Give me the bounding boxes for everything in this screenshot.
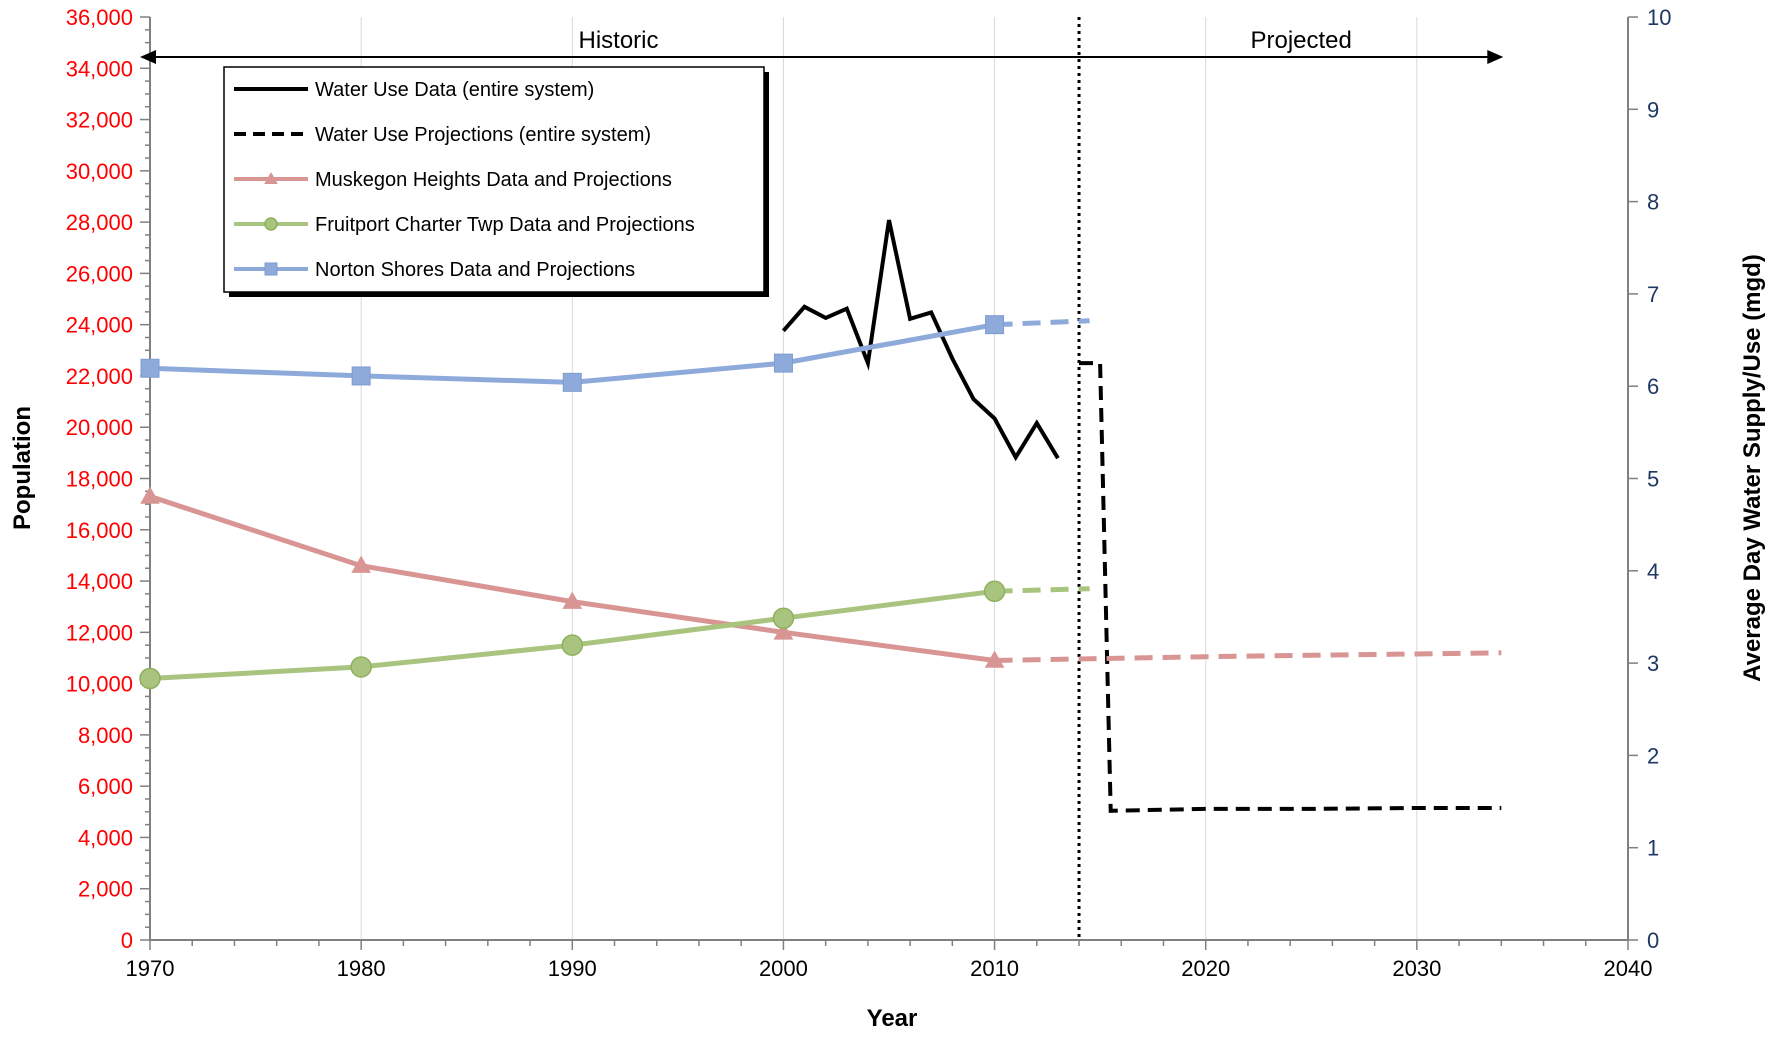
period-label-projected: Projected xyxy=(1250,27,1351,54)
period-label-historic: Historic xyxy=(579,27,659,54)
y-tick-label-left: 0 xyxy=(121,928,133,953)
y-tick-label-left: 6,000 xyxy=(78,774,133,799)
y-tick-label-left: 12,000 xyxy=(66,620,133,645)
series-projection-line xyxy=(994,650,1502,663)
data-point-marker xyxy=(351,366,371,386)
legend-swatch-marker xyxy=(264,171,278,184)
y-tick-label-left: 28,000 xyxy=(66,210,133,235)
x-tick-label: 2030 xyxy=(1392,956,1441,981)
data-point-marker xyxy=(772,607,795,629)
x-tick-label: 1970 xyxy=(126,956,175,981)
y-tick-label-left: 22,000 xyxy=(66,364,133,389)
x-axis-title: Year xyxy=(867,1005,918,1032)
series-projection-line xyxy=(994,586,1090,594)
y-tick-label-left: 4,000 xyxy=(78,825,133,850)
data-point-marker xyxy=(561,634,584,656)
y-tick-label-right: 10 xyxy=(1647,5,1671,30)
series-4 xyxy=(139,580,1090,690)
y-tick-label-left: 20,000 xyxy=(66,415,133,440)
x-tick-label: 2010 xyxy=(970,956,1019,981)
legend-item-label: Water Use Data (entire system) xyxy=(315,79,594,101)
x-tick-label: 2020 xyxy=(1181,956,1230,981)
arrowhead-left xyxy=(140,50,156,64)
legend-swatch-marker xyxy=(264,262,278,276)
legend-item-label: Muskegon Heights Data and Projections xyxy=(315,169,672,191)
y-tick-label-right: 1 xyxy=(1647,836,1659,861)
data-point-marker xyxy=(140,486,160,504)
series-5 xyxy=(140,315,1090,392)
data-series xyxy=(139,219,1502,813)
y-tick-label-left: 26,000 xyxy=(66,261,133,286)
x-tick-label: 2000 xyxy=(759,956,808,981)
y-tick-label-right: 7 xyxy=(1647,282,1659,307)
series-2 xyxy=(1079,361,1502,813)
y-tick-label-right: 9 xyxy=(1647,97,1659,122)
y-axis-title-right: Average Day Water Supply/Use (mgd) xyxy=(1739,254,1766,682)
y-tick-label-left: 34,000 xyxy=(66,56,133,81)
series-line xyxy=(781,219,1060,462)
legend-swatch-marker xyxy=(264,217,278,231)
data-point-marker xyxy=(983,580,1006,603)
y-axis-title-left: Population xyxy=(9,406,36,530)
data-point-marker xyxy=(562,372,582,392)
data-point-marker xyxy=(985,315,1005,335)
y-tick-label-right: 5 xyxy=(1647,467,1659,492)
y-tick-label-left: 16,000 xyxy=(66,518,133,543)
legend-item-label: Norton Shores Data and Projections xyxy=(315,259,635,281)
y-tick-label-left: 32,000 xyxy=(66,108,133,133)
legend-item-label: Water Use Projections (entire system) xyxy=(315,124,651,146)
legend-item-label: Fruitport Charter Twp Data and Projectio… xyxy=(315,214,695,236)
x-tick-label: 2040 xyxy=(1604,956,1653,981)
x-tick-label: 1990 xyxy=(548,956,597,981)
y-tick-label-left: 24,000 xyxy=(66,313,133,338)
y-tick-label-left: 2,000 xyxy=(78,877,133,902)
y-tick-label-right: 3 xyxy=(1647,651,1659,676)
x-tick-label: 1980 xyxy=(337,956,386,981)
data-point-marker xyxy=(773,353,793,373)
data-point-marker xyxy=(773,622,794,640)
series-3 xyxy=(140,486,1502,668)
y-tick-label-right: 8 xyxy=(1647,190,1659,215)
y-tick-label-left: 8,000 xyxy=(78,723,133,748)
period-annotations: Historic Projected xyxy=(140,17,1504,940)
series-line xyxy=(1079,361,1502,813)
y-tick-label-right: 2 xyxy=(1647,743,1659,768)
y-tick-label-right: 4 xyxy=(1647,559,1659,584)
data-point-marker xyxy=(140,358,160,378)
y-tick-label-left: 18,000 xyxy=(66,467,133,492)
data-point-marker xyxy=(984,650,1005,668)
y-tick-label-left: 36,000 xyxy=(66,5,133,30)
data-point-marker xyxy=(562,591,583,609)
data-point-marker xyxy=(351,555,372,573)
series-1 xyxy=(781,219,1060,462)
y-tick-label-right: 0 xyxy=(1647,928,1659,953)
legend: Water Use Data (entire system) Water Use … xyxy=(223,66,769,297)
y-tick-label-left: 30,000 xyxy=(66,159,133,184)
legend-box xyxy=(223,66,765,293)
y-tick-label-left: 14,000 xyxy=(66,569,133,594)
series-projection-line xyxy=(994,318,1090,328)
data-point-marker xyxy=(139,667,161,690)
axes: 1970 1980 1990 2000 2010 2020 2030 204002,0004,… xyxy=(66,5,1672,981)
y-tick-label-right: 6 xyxy=(1647,374,1659,399)
data-point-marker xyxy=(350,656,372,678)
arrowhead-right xyxy=(1487,50,1504,64)
y-tick-label-left: 10,000 xyxy=(66,672,133,697)
